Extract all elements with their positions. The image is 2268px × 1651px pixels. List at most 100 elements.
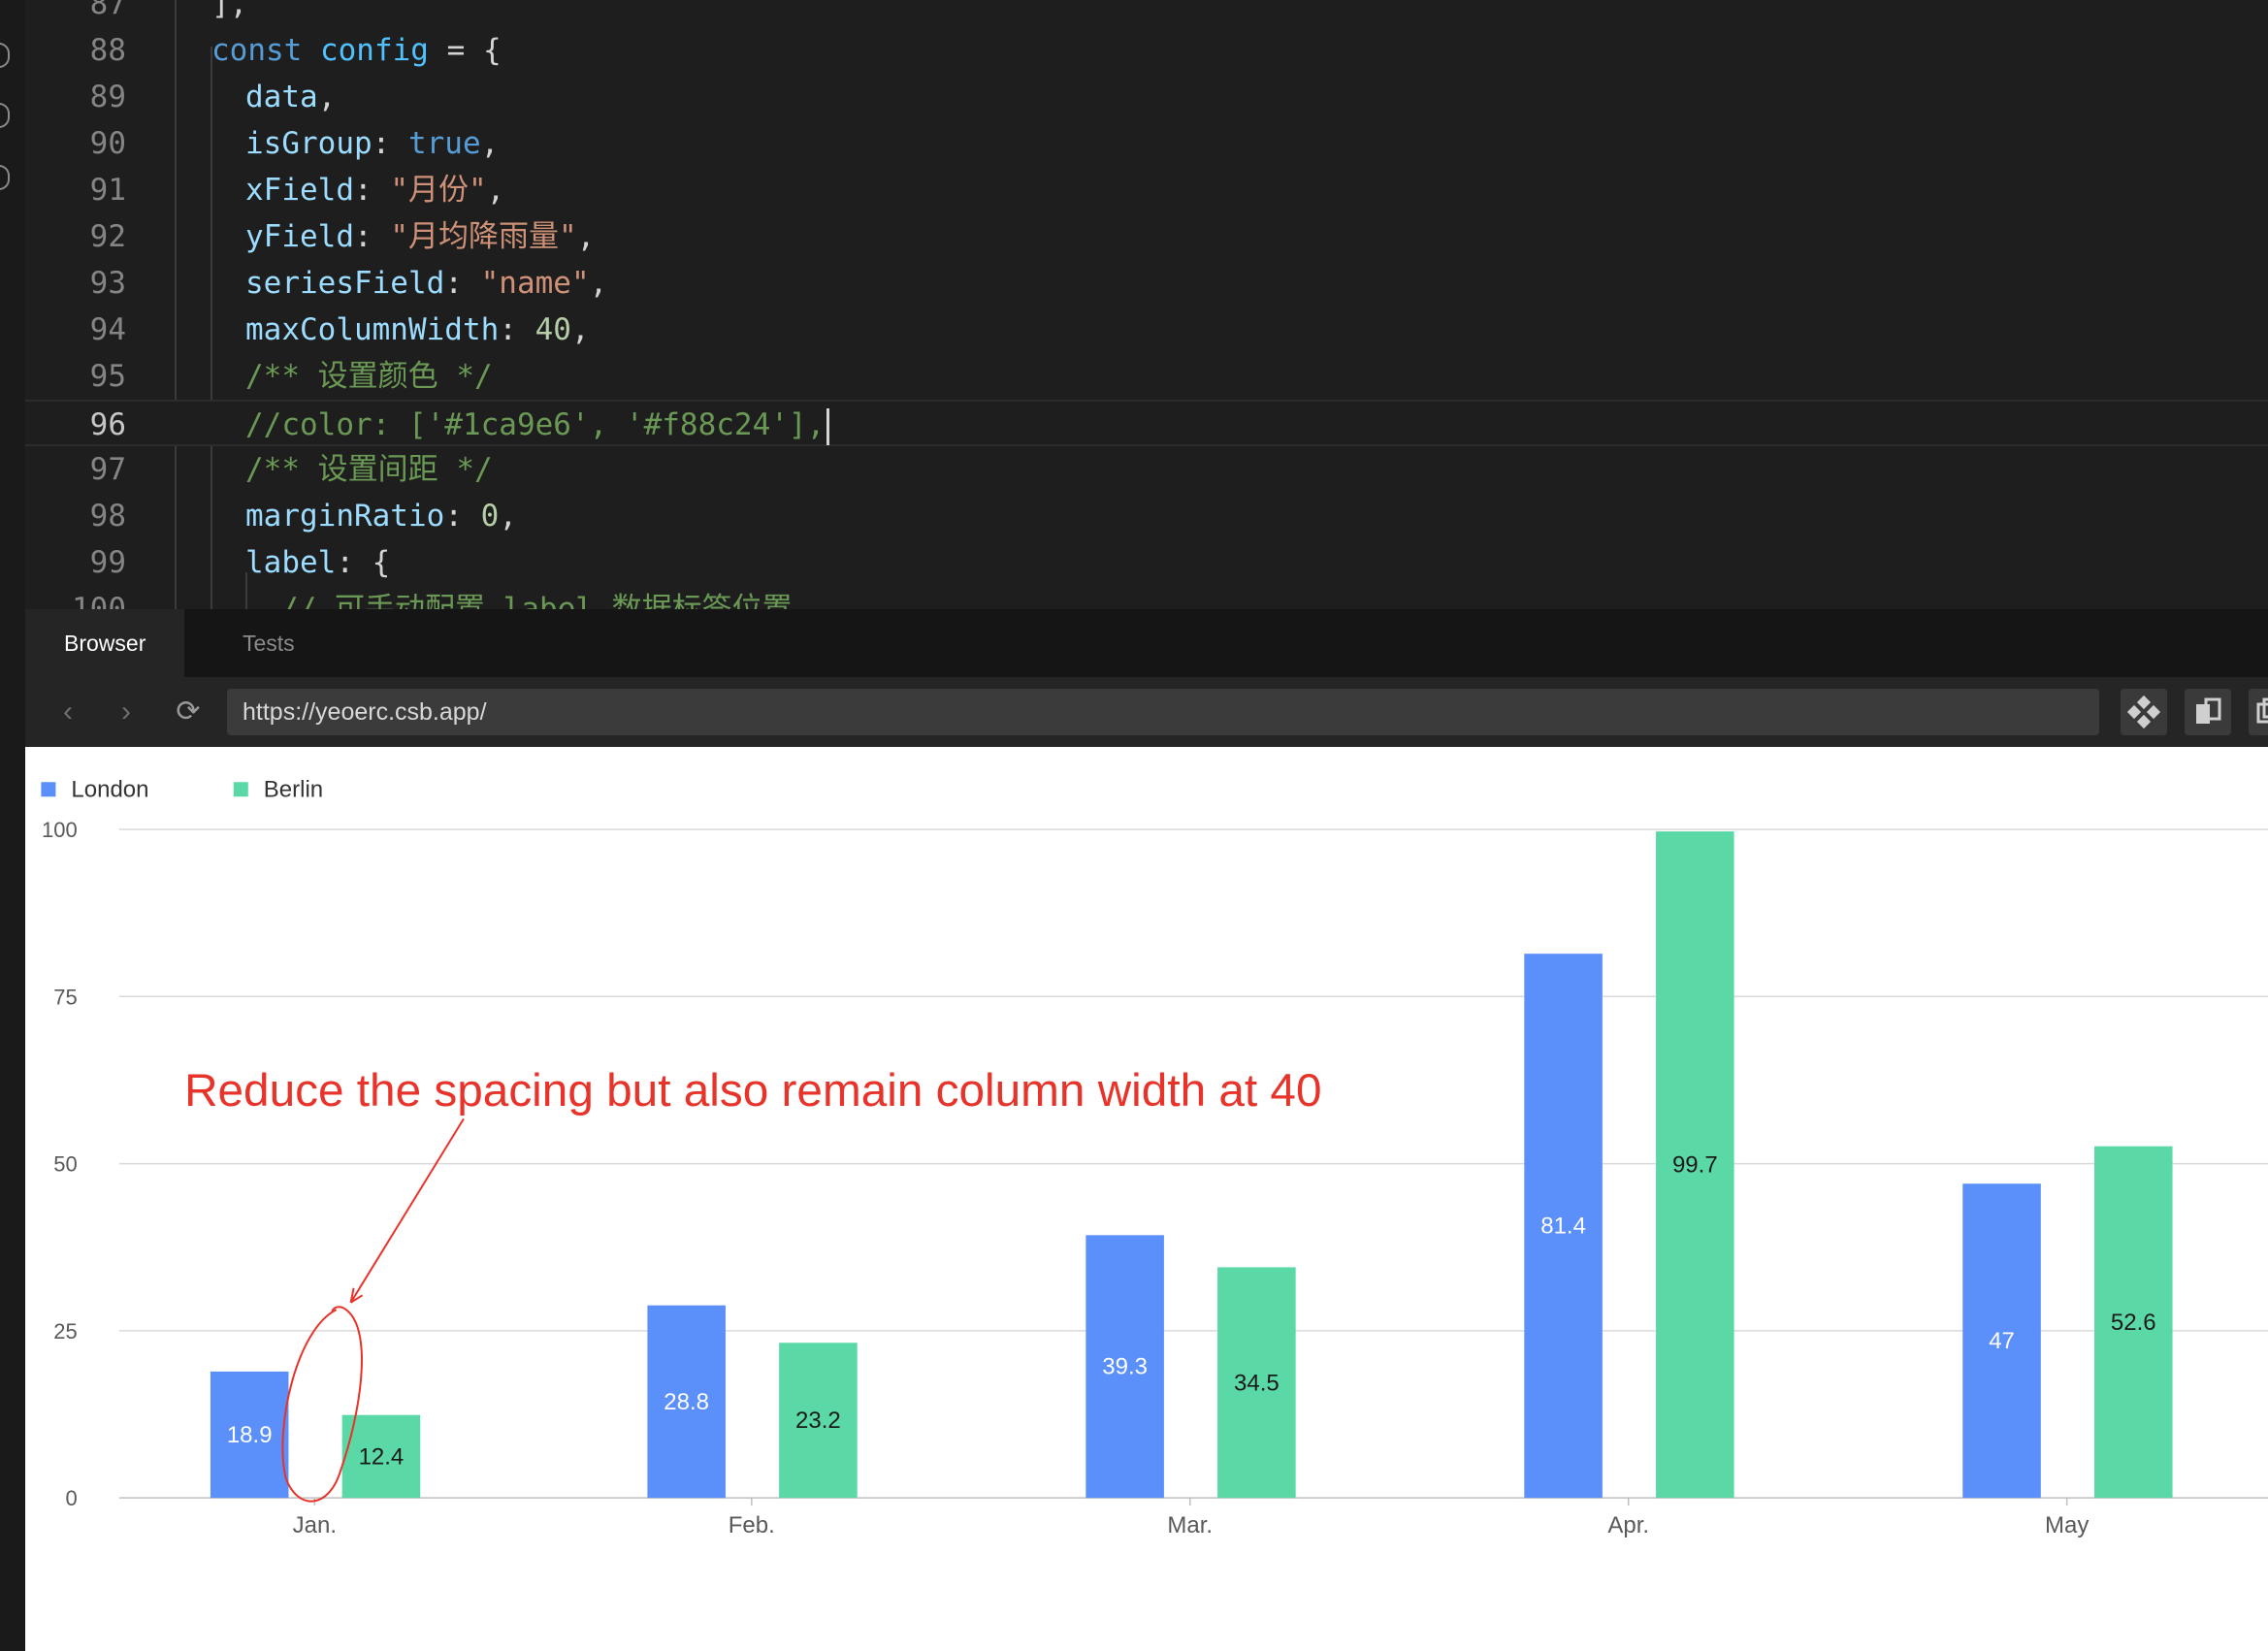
line-number: 94	[89, 312, 126, 347]
bar-value-label: 81.4	[1540, 1214, 1586, 1240]
split-view-icon	[2196, 697, 2221, 724]
back-button[interactable]: ‹	[63, 696, 73, 728]
code-line[interactable]: 90 isGroup: true,	[0, 120, 2268, 167]
code-token: 40	[535, 312, 571, 347]
browser-navbar: ‹ › ⟳ https://yeoerc.csb.app/	[25, 677, 2268, 747]
y-tick-label: 100	[42, 818, 78, 842]
line-number: 93	[89, 266, 126, 301]
annotation-arrow	[349, 1117, 465, 1304]
line-number: 100	[72, 592, 126, 609]
annotation-arrowhead	[349, 1287, 364, 1304]
bar-london	[1524, 954, 1603, 1499]
code-text: isGroup: true,	[245, 120, 499, 167]
code-token: true	[407, 126, 481, 161]
code-text: const config = {	[211, 27, 502, 74]
code-editor[interactable]: 87], 88 const config = {89 data, 90 isGroup: …	[0, 0, 2268, 609]
code-line[interactable]: 94 maxColumnWidth: 40,	[0, 307, 2268, 353]
code-token: "月均降雨量"	[390, 219, 577, 254]
code-token: seriesField	[245, 266, 445, 301]
indent-guide	[175, 0, 177, 609]
code-token: :	[444, 266, 481, 301]
code-line[interactable]: 92 yField: "月均降雨量",	[0, 213, 2268, 260]
code-text: /** 设置颜色 */	[245, 353, 493, 400]
code-text: ],	[211, 0, 247, 27]
code-token: :	[444, 499, 481, 534]
strip-marker	[0, 43, 10, 68]
code-token: yField	[245, 219, 354, 254]
bar-berlin	[779, 1343, 858, 1499]
code-text: maxColumnWidth: 40,	[245, 307, 590, 353]
code-token: ,	[499, 499, 517, 534]
indent-guide	[211, 47, 212, 609]
x-tick-label: Apr.	[1607, 1512, 1649, 1538]
code-line[interactable]: 99 label: {	[0, 539, 2268, 586]
bar-value-label: 99.7	[1672, 1152, 1718, 1179]
code-token: /** 设置间距 */	[245, 452, 493, 487]
codesandbox-button[interactable]	[2121, 689, 2167, 735]
code-token: :	[499, 312, 535, 347]
new-window-button[interactable]	[2249, 689, 2268, 735]
line-number: 87	[89, 0, 126, 21]
bar-value-label: 47	[1989, 1328, 2015, 1354]
code-line[interactable]: 97 /** 设置间距 */	[0, 446, 2268, 493]
y-tick-label: 75	[53, 985, 77, 1009]
code-token: //color: ['#1ca9e6', '#f88c24'],	[245, 407, 826, 442]
code-line[interactable]: 96 //color: ['#1ca9e6', '#f88c24'],	[0, 400, 2268, 446]
code-token: : {	[336, 545, 391, 580]
url-input[interactable]: https://yeoerc.csb.app/	[227, 689, 2099, 735]
reload-button[interactable]: ⟳	[176, 696, 201, 728]
split-view-button[interactable]	[2185, 689, 2231, 735]
legend-label-london: London	[71, 776, 148, 802]
line-number: 88	[89, 33, 126, 68]
code-token: :	[353, 173, 391, 208]
code-line[interactable]: 98 marginRatio: 0,	[0, 493, 2268, 539]
code-token: ,	[570, 312, 590, 347]
preview-tabbar: Browser Tests	[25, 609, 2268, 677]
code-token: marginRatio	[245, 499, 445, 534]
code-token: :	[353, 219, 391, 254]
legend-marker-london	[41, 782, 56, 797]
code-token: ,	[576, 219, 596, 254]
code-text: label: {	[245, 539, 390, 586]
forward-button[interactable]: ›	[121, 696, 131, 728]
bar-value-label: 39.3	[1102, 1354, 1148, 1380]
line-number: 90	[89, 126, 126, 161]
code-line[interactable]: 89 data,	[0, 74, 2268, 120]
code-line[interactable]: 100 // 可手动配置 label 数据标签位置	[0, 586, 2268, 609]
code-token: ,	[480, 126, 500, 161]
code-token: config	[319, 33, 429, 68]
code-line[interactable]: 91 xField: "月份",	[0, 167, 2268, 213]
line-number: 89	[89, 80, 126, 114]
x-tick-label: Jan.	[293, 1512, 337, 1538]
y-tick-label: 0	[65, 1486, 77, 1510]
line-number: 97	[89, 452, 126, 487]
bar-berlin	[2094, 1146, 2173, 1499]
x-tick-label: May	[2045, 1512, 2089, 1538]
code-text: xField: "月份",	[245, 167, 504, 213]
code-token: maxColumnWidth	[245, 312, 500, 347]
code-line[interactable]: 87],	[0, 0, 2268, 27]
activity-strip	[0, 0, 25, 1651]
codesandbox-icon	[2126, 695, 2161, 729]
grouped-column-chart: 18.9 12.4 28.8 23.2 39.3 34.5 81.4 99.7 47 52.6 0…	[41, 776, 2268, 1538]
indent-guide	[245, 572, 247, 609]
bar-value-label: 34.5	[1234, 1370, 1280, 1396]
strip-marker	[0, 165, 10, 190]
code-token: /** 设置颜色 */	[245, 359, 493, 394]
bar-value-label: 52.6	[2111, 1310, 2156, 1336]
code-line[interactable]: 88 const config = {	[0, 27, 2268, 74]
new-window-icon	[2256, 697, 2268, 724]
line-number: 98	[89, 499, 126, 534]
code-text: //color: ['#1ca9e6', '#f88c24'],	[245, 402, 830, 448]
bar-london	[647, 1305, 726, 1499]
x-tick-label: Feb.	[729, 1512, 775, 1538]
legend-label-berlin: Berlin	[264, 776, 323, 802]
line-number: 95	[89, 359, 126, 394]
code-token: ,	[317, 80, 337, 114]
code-line[interactable]: 95 /** 设置颜色 */	[0, 353, 2268, 400]
line-number: 92	[89, 219, 126, 254]
code-line[interactable]: 93 seriesField: "name",	[0, 260, 2268, 307]
code-token: isGroup	[245, 126, 373, 161]
tab-tests[interactable]: Tests	[243, 631, 295, 656]
tab-browser[interactable]: Browser	[25, 609, 185, 677]
